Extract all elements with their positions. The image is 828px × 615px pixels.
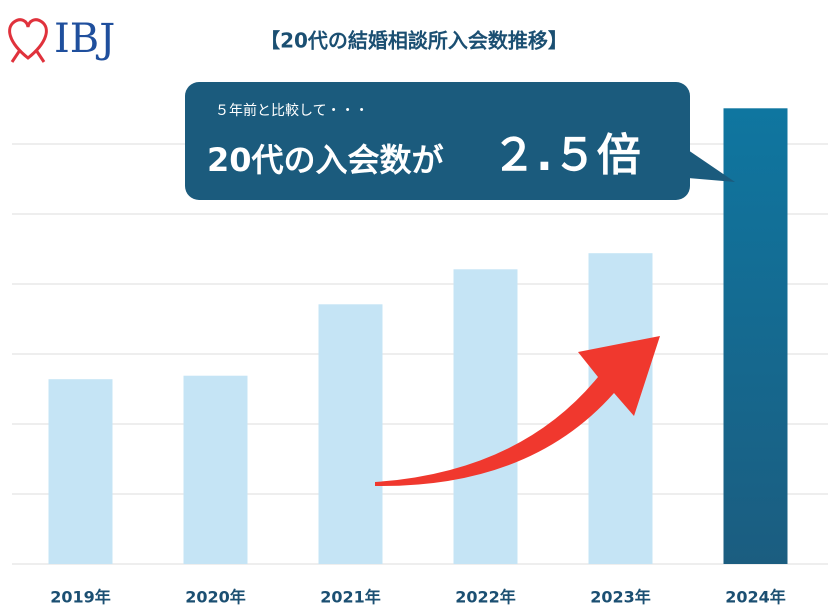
chart-title: 【20代の結婚相談所入会数推移】 bbox=[260, 29, 568, 53]
logo: IBJ bbox=[54, 16, 115, 62]
callout-tail bbox=[688, 150, 735, 182]
x-tick-label: 2019年 bbox=[50, 588, 111, 607]
bar bbox=[183, 375, 248, 564]
bar bbox=[723, 108, 788, 565]
callout: ５年前と比較して・・・ 20代の入会数が ２.５倍 bbox=[185, 82, 735, 200]
x-tick-label: 2023年 bbox=[590, 588, 651, 607]
callout-box bbox=[185, 82, 690, 200]
trend-arrow bbox=[375, 336, 660, 487]
bar bbox=[318, 304, 383, 564]
callout-emphasis: ２.５倍 bbox=[492, 130, 641, 181]
bar bbox=[48, 379, 113, 564]
x-tick-label: 2021年 bbox=[320, 588, 381, 607]
callout-subtext: ５年前と比較して・・・ bbox=[215, 102, 369, 119]
x-tick-label: 2020年 bbox=[185, 588, 246, 607]
x-tick-label: 2022年 bbox=[455, 588, 516, 607]
bar bbox=[588, 253, 653, 564]
x-tick-label: 2024年 bbox=[725, 588, 786, 607]
bar bbox=[453, 269, 518, 564]
logo-heart bbox=[8, 18, 48, 63]
callout-text: 20代の入会数が bbox=[207, 141, 444, 179]
plot-area: 2019年 2020年 2021年 2022年 2023年 2024年 bbox=[12, 108, 828, 607]
